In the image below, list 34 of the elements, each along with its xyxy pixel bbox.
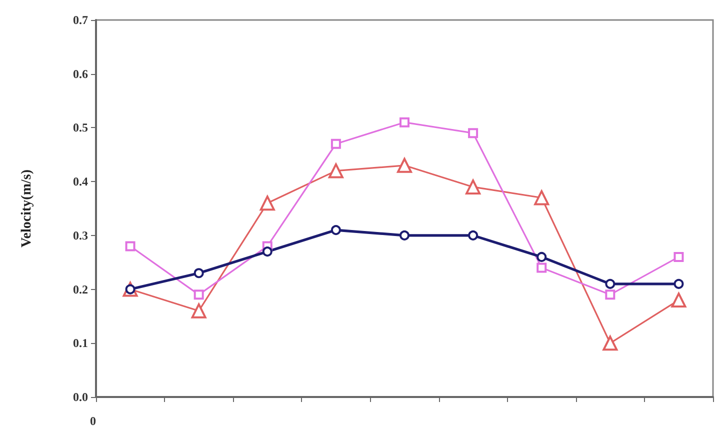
point [674,278,684,289]
point [194,290,204,300]
point [191,303,206,318]
text: 0 [90,414,96,428]
y-tick-label: 0.4 [73,174,88,189]
y-tick-label: 0.5 [73,120,88,135]
point [605,278,616,289]
point [400,117,410,128]
y-tick-label: 0.3 [73,228,88,242]
point [194,268,204,278]
y-tick-label: 0.2 [73,282,88,296]
point [328,163,344,178]
point [602,336,618,351]
point [468,128,478,138]
y-tick-label: 0.0 [73,390,88,404]
point [671,292,686,308]
point [400,230,410,240]
y-tick-label: 0.7 [73,13,88,27]
point [536,262,547,273]
point [466,179,481,194]
point [605,290,616,300]
point [330,225,341,236]
point [468,230,478,240]
point [674,252,684,262]
y-axis-title: Velocity(m/s) [20,169,34,248]
y-tick-label: 0.1 [73,336,88,350]
point [534,190,550,206]
point [330,138,341,149]
point [397,158,412,173]
y-tick-label: 0.6 [73,66,88,81]
point [262,246,272,257]
point [536,252,547,262]
point [125,241,136,252]
point [260,196,275,211]
